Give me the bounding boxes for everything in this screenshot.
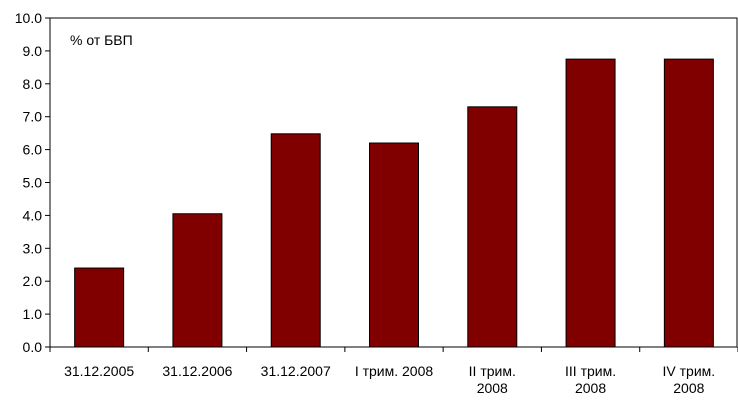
x-tick-label-line: IV трим. [663, 363, 716, 379]
bar [270, 133, 321, 348]
x-tick-label-line: I трим. 2008 [355, 363, 434, 379]
y-axis: 0.0 1.0 2.0 3.0 4.0 5.0 6.0 7.0 8.0 9.0 10.0 [15, 10, 50, 355]
x-tick-label-line: 2008 [575, 380, 606, 396]
y-tick-label: 8.0 [23, 76, 43, 92]
x-tick-label: III трим. 2008 [565, 363, 616, 396]
bar [369, 142, 419, 348]
y-tick-label: 1.0 [23, 306, 43, 322]
x-axis: 31.12.2005 31.12.2006 31.12.2007 I трим. 20… [49, 347, 738, 396]
y-tick-label: 7.0 [23, 109, 43, 125]
bars [74, 58, 714, 348]
x-tick-label: I трим. 2008 [355, 363, 434, 379]
x-tick-label-line: 2008 [673, 380, 704, 396]
y-tick-label: 0.0 [23, 339, 43, 355]
y-tick-label: 10.0 [15, 10, 42, 26]
x-tick-label: IV трим. 2008 [663, 363, 716, 396]
x-tick-label-line: 31.12.2007 [261, 363, 331, 379]
y-tick-label: 6.0 [23, 142, 43, 158]
x-tick-label: 31.12.2005 [64, 363, 134, 379]
y-tick-label: 9.0 [23, 43, 43, 59]
bar [172, 213, 223, 348]
y-tick-label: 2.0 [23, 273, 43, 289]
x-tick-label-line: II трим. [469, 363, 516, 379]
bar [74, 267, 125, 348]
x-tick-label: II трим. 2008 [469, 363, 516, 396]
x-tick-label-line: III трим. [565, 363, 616, 379]
x-tick-label-line: 31.12.2005 [64, 363, 134, 379]
y-tick-label: 3.0 [23, 240, 43, 256]
x-tick-label-line: 2008 [477, 380, 508, 396]
y-tick-label: 5.0 [23, 175, 43, 191]
bar [467, 106, 518, 348]
x-tick-label-line: 31.12.2006 [162, 363, 232, 379]
unit-annotation: % от БВП [70, 32, 133, 48]
bar [565, 58, 616, 348]
y-tick-label: 4.0 [23, 207, 43, 223]
x-tick-label: 31.12.2007 [261, 363, 331, 379]
bar [663, 58, 714, 348]
x-tick-label: 31.12.2006 [162, 363, 232, 379]
